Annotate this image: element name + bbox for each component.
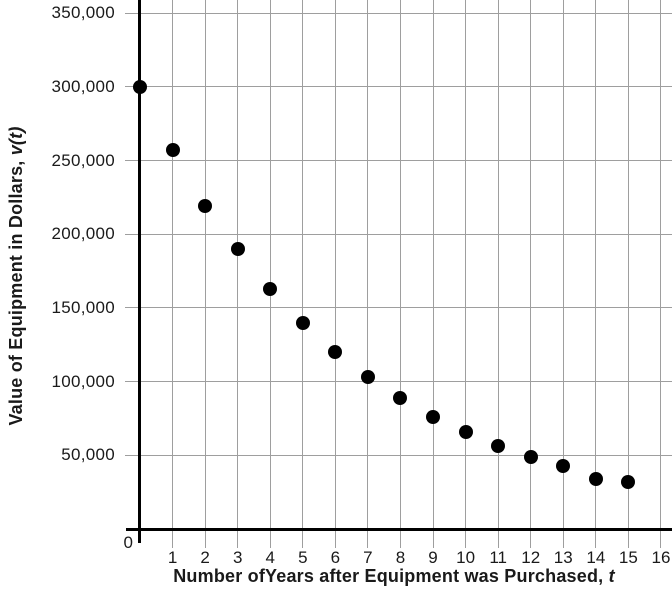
x-tick-label: 9 xyxy=(428,548,438,567)
x-tick-label: 3 xyxy=(232,548,243,567)
data-point xyxy=(165,143,180,158)
gridline-horizontal xyxy=(125,233,672,235)
data-point xyxy=(491,439,506,454)
x-axis-title-text: Number ofYears after Equipment was Purch… xyxy=(173,566,609,586)
gridline-vertical xyxy=(595,0,597,548)
gridline-vertical xyxy=(204,0,206,548)
gridline-vertical xyxy=(432,0,434,548)
x-axis-line xyxy=(126,528,672,531)
data-point xyxy=(393,390,408,405)
gridline-vertical xyxy=(465,0,467,548)
data-point xyxy=(458,424,473,439)
gridline-vertical xyxy=(530,0,532,548)
x-tick-label: 15 xyxy=(618,548,638,567)
x-tick-label: 2 xyxy=(200,548,210,567)
gridline-horizontal xyxy=(125,454,672,456)
x-axis-title: Number ofYears after Equipment was Purch… xyxy=(114,565,672,587)
gridline-vertical xyxy=(334,0,336,548)
gridline-vertical xyxy=(302,0,304,548)
x-tick-label: 16 xyxy=(651,548,671,567)
x-tick-label: 8 xyxy=(395,548,406,567)
gridline-vertical xyxy=(237,0,239,548)
y-tick-label: 300,000 xyxy=(51,76,115,96)
x-tick-label: 14 xyxy=(586,548,606,567)
data-point xyxy=(295,315,310,330)
gridline-horizontal xyxy=(125,12,672,14)
gridline-horizontal xyxy=(125,381,672,383)
x-tick-label: 12 xyxy=(521,548,541,567)
y-tick-label: 50,000 xyxy=(61,445,115,465)
data-point xyxy=(556,458,571,473)
x-tick-label: 11 xyxy=(489,548,507,567)
x-tick-label: 13 xyxy=(553,548,573,567)
origin-tick-label: 0 xyxy=(123,533,133,552)
gridline-vertical xyxy=(399,0,401,548)
gridline-vertical xyxy=(562,0,564,548)
data-point xyxy=(621,474,636,489)
y-axis-title-text: Value of Equipment in Dollars, xyxy=(6,155,26,426)
data-point xyxy=(328,345,343,360)
x-tick-label: 6 xyxy=(330,548,341,567)
data-point xyxy=(133,79,147,94)
y-tick-label: 200,000 xyxy=(51,224,115,244)
data-point xyxy=(360,370,375,385)
gridline-vertical xyxy=(660,0,662,548)
gridline-vertical xyxy=(269,0,271,548)
y-axis-title: Value of Equipment in Dollars, v(t) xyxy=(5,56,27,496)
x-axis-title-variable: t xyxy=(608,566,615,586)
gridline-horizontal xyxy=(125,160,672,161)
data-point xyxy=(198,199,213,214)
data-point xyxy=(426,409,441,424)
gridline-horizontal xyxy=(125,86,672,88)
data-point xyxy=(523,449,538,464)
gridline-vertical xyxy=(367,0,369,548)
data-point xyxy=(588,471,603,486)
x-tick-label: 7 xyxy=(363,548,373,567)
y-axis-title-variable: v(t) xyxy=(6,126,26,156)
x-tick-label: 5 xyxy=(298,548,308,567)
y-tick-label: 150,000 xyxy=(51,297,115,317)
gridline-vertical xyxy=(172,0,174,548)
gridline-horizontal xyxy=(125,307,672,309)
y-tick-label: 350,000 xyxy=(51,3,115,23)
gridline-vertical xyxy=(497,0,499,548)
x-tick-label: 1 xyxy=(167,548,178,567)
y-tick-label: 100,000 xyxy=(51,371,115,391)
gridline-vertical xyxy=(627,0,629,548)
y-axis-line xyxy=(138,0,141,543)
data-point xyxy=(230,241,245,256)
x-tick-label: 4 xyxy=(265,548,275,567)
data-point xyxy=(263,281,278,296)
y-tick-label: 250,000 xyxy=(51,150,115,170)
x-tick-label: 10 xyxy=(456,548,476,567)
